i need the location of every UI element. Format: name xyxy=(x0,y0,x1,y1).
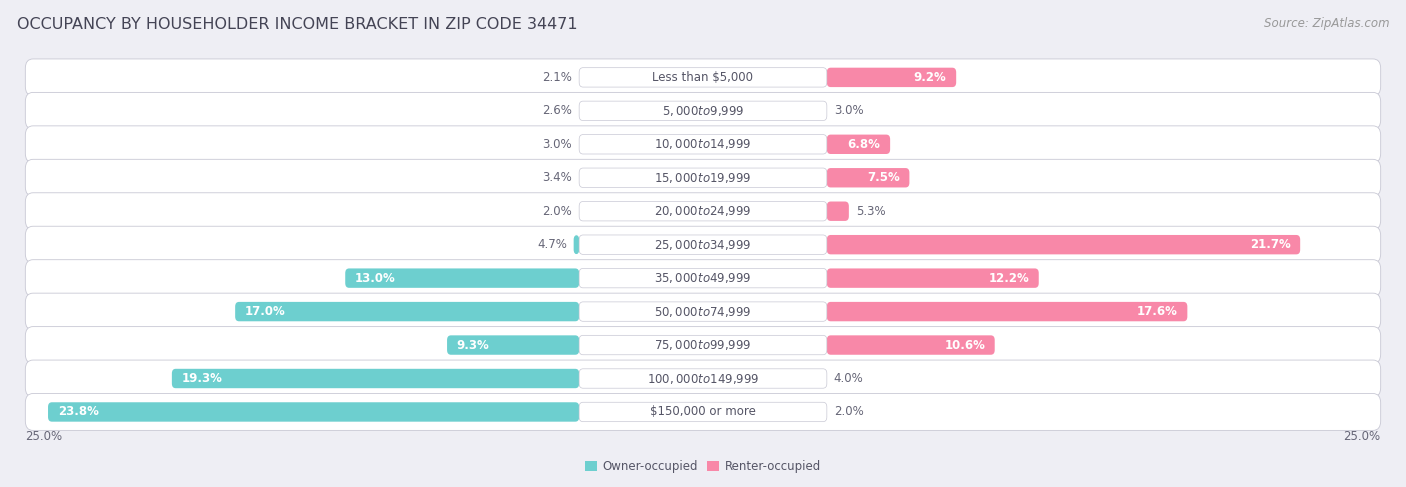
Text: $5,000 to $9,999: $5,000 to $9,999 xyxy=(662,104,744,118)
FancyBboxPatch shape xyxy=(579,168,827,187)
Text: 3.0%: 3.0% xyxy=(834,104,863,117)
FancyBboxPatch shape xyxy=(346,268,579,288)
Text: 3.0%: 3.0% xyxy=(543,138,572,151)
Text: 6.8%: 6.8% xyxy=(848,138,880,151)
FancyBboxPatch shape xyxy=(827,336,994,355)
FancyBboxPatch shape xyxy=(579,268,827,288)
Text: $75,000 to $99,999: $75,000 to $99,999 xyxy=(654,338,752,352)
Text: 21.7%: 21.7% xyxy=(1250,238,1291,251)
Text: 12.2%: 12.2% xyxy=(988,272,1029,284)
FancyBboxPatch shape xyxy=(48,402,579,422)
Text: 25.0%: 25.0% xyxy=(1344,430,1381,443)
FancyBboxPatch shape xyxy=(25,360,1381,397)
FancyBboxPatch shape xyxy=(579,68,827,87)
FancyBboxPatch shape xyxy=(579,101,827,121)
Text: 3.4%: 3.4% xyxy=(543,171,572,184)
FancyBboxPatch shape xyxy=(25,327,1381,363)
FancyBboxPatch shape xyxy=(172,369,579,388)
FancyBboxPatch shape xyxy=(25,393,1381,431)
Text: Less than $5,000: Less than $5,000 xyxy=(652,71,754,84)
FancyBboxPatch shape xyxy=(827,268,1039,288)
Text: 10.6%: 10.6% xyxy=(945,338,986,352)
FancyBboxPatch shape xyxy=(235,302,579,321)
Text: 4.0%: 4.0% xyxy=(834,372,863,385)
Text: $25,000 to $34,999: $25,000 to $34,999 xyxy=(654,238,752,252)
Text: 17.6%: 17.6% xyxy=(1137,305,1178,318)
FancyBboxPatch shape xyxy=(827,168,910,187)
Text: 25.0%: 25.0% xyxy=(25,430,62,443)
Text: 19.3%: 19.3% xyxy=(181,372,222,385)
FancyBboxPatch shape xyxy=(579,134,827,154)
FancyBboxPatch shape xyxy=(827,134,890,154)
Text: 5.3%: 5.3% xyxy=(856,205,886,218)
Text: 4.7%: 4.7% xyxy=(537,238,567,251)
Text: 2.1%: 2.1% xyxy=(543,71,572,84)
Text: 23.8%: 23.8% xyxy=(58,406,98,418)
Text: $150,000 or more: $150,000 or more xyxy=(650,406,756,418)
FancyBboxPatch shape xyxy=(25,93,1381,129)
FancyBboxPatch shape xyxy=(25,126,1381,163)
FancyBboxPatch shape xyxy=(827,235,1301,254)
Text: $100,000 to $149,999: $100,000 to $149,999 xyxy=(647,372,759,386)
Text: Source: ZipAtlas.com: Source: ZipAtlas.com xyxy=(1264,17,1389,30)
FancyBboxPatch shape xyxy=(579,369,827,388)
FancyBboxPatch shape xyxy=(579,302,827,321)
FancyBboxPatch shape xyxy=(25,193,1381,230)
Text: $20,000 to $24,999: $20,000 to $24,999 xyxy=(654,204,752,218)
Text: 13.0%: 13.0% xyxy=(354,272,395,284)
Text: 9.2%: 9.2% xyxy=(914,71,946,84)
Text: $10,000 to $14,999: $10,000 to $14,999 xyxy=(654,137,752,151)
Text: $15,000 to $19,999: $15,000 to $19,999 xyxy=(654,171,752,185)
Legend: Owner-occupied, Renter-occupied: Owner-occupied, Renter-occupied xyxy=(585,460,821,473)
Text: 2.0%: 2.0% xyxy=(543,205,572,218)
Text: $35,000 to $49,999: $35,000 to $49,999 xyxy=(654,271,752,285)
Text: 2.6%: 2.6% xyxy=(543,104,572,117)
FancyBboxPatch shape xyxy=(25,159,1381,196)
Text: 2.0%: 2.0% xyxy=(834,406,863,418)
FancyBboxPatch shape xyxy=(579,235,827,254)
FancyBboxPatch shape xyxy=(579,402,827,422)
FancyBboxPatch shape xyxy=(827,202,849,221)
Text: 17.0%: 17.0% xyxy=(245,305,285,318)
FancyBboxPatch shape xyxy=(447,336,579,355)
FancyBboxPatch shape xyxy=(25,260,1381,297)
Text: 7.5%: 7.5% xyxy=(868,171,900,184)
FancyBboxPatch shape xyxy=(827,302,1187,321)
FancyBboxPatch shape xyxy=(25,226,1381,263)
FancyBboxPatch shape xyxy=(579,202,827,221)
Text: OCCUPANCY BY HOUSEHOLDER INCOME BRACKET IN ZIP CODE 34471: OCCUPANCY BY HOUSEHOLDER INCOME BRACKET … xyxy=(17,17,578,32)
FancyBboxPatch shape xyxy=(25,59,1381,96)
FancyBboxPatch shape xyxy=(827,68,956,87)
FancyBboxPatch shape xyxy=(579,336,827,355)
FancyBboxPatch shape xyxy=(25,293,1381,330)
Text: $50,000 to $74,999: $50,000 to $74,999 xyxy=(654,304,752,318)
FancyBboxPatch shape xyxy=(574,235,579,254)
Text: 9.3%: 9.3% xyxy=(457,338,489,352)
